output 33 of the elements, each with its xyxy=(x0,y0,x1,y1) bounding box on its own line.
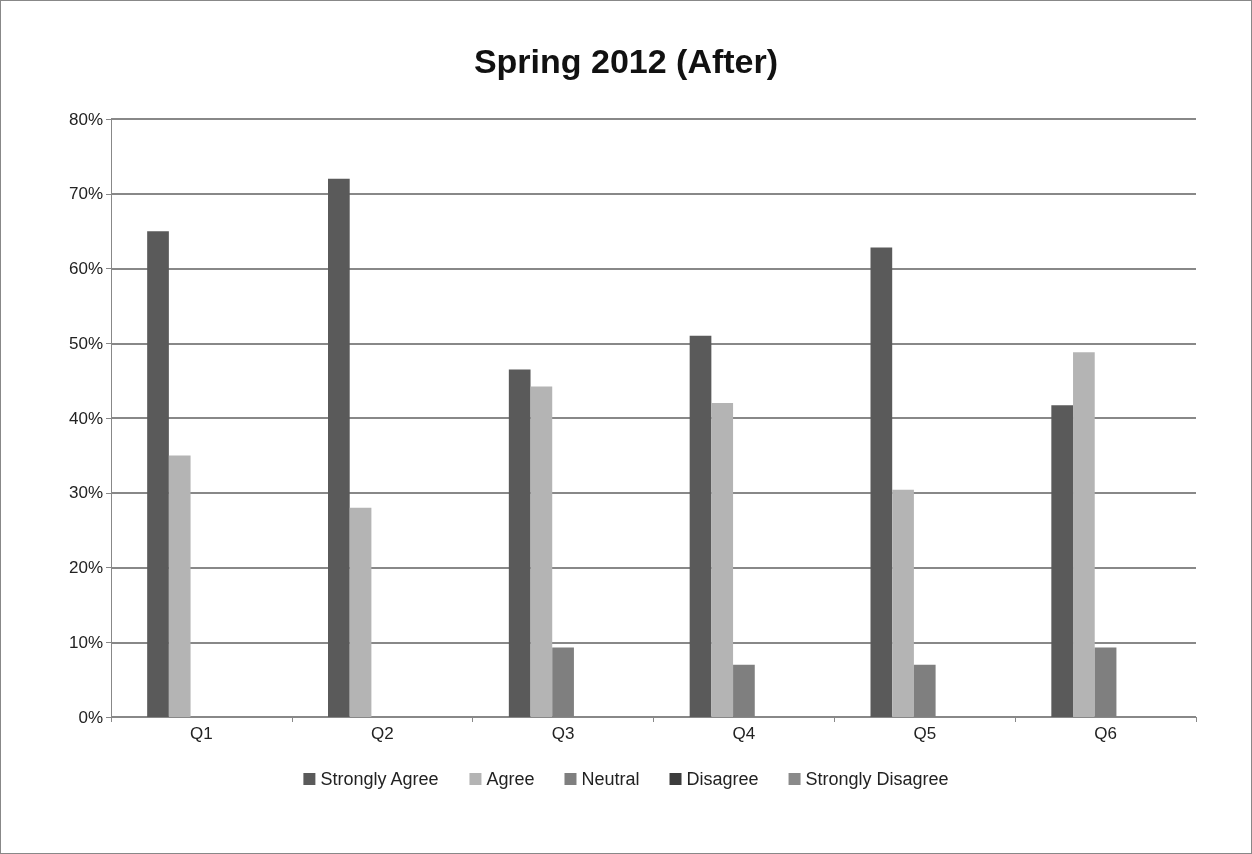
y-tick-label: 20% xyxy=(68,558,103,577)
bar xyxy=(328,178,350,717)
x-tick-label: Q4 xyxy=(732,724,756,743)
bar xyxy=(711,403,734,717)
x-tick-label: Q2 xyxy=(370,724,394,743)
bar xyxy=(508,369,531,717)
bar xyxy=(1051,405,1074,717)
bar xyxy=(147,231,169,717)
y-tick-label: 10% xyxy=(68,632,103,652)
x-tick-label: Q5 xyxy=(913,724,937,743)
x-tick-label: Q3 xyxy=(551,724,575,743)
y-tick-label: 50% xyxy=(68,333,103,353)
bar xyxy=(349,507,372,717)
legend-label: Strongly Agree xyxy=(320,769,439,789)
y-tick-label: 40% xyxy=(68,408,103,428)
bar xyxy=(1073,352,1095,717)
bar xyxy=(870,247,893,717)
x-tick-label: Q1 xyxy=(190,724,213,743)
y-tick-label: 0% xyxy=(78,707,103,727)
x-tick-label: Q6 xyxy=(1094,724,1117,743)
y-tick-label: 80% xyxy=(68,109,103,129)
y-tick-label: 60% xyxy=(68,259,103,278)
bar xyxy=(530,386,553,717)
legend-label: Agree xyxy=(486,769,535,789)
y-tick-label: 70% xyxy=(68,184,103,204)
bar xyxy=(689,335,712,717)
legend-label: Disagree xyxy=(686,769,759,789)
legend-label: Strongly Disagree xyxy=(805,769,949,789)
chart-title: Spring 2012 (After) xyxy=(473,42,779,80)
bar xyxy=(892,489,914,717)
bar xyxy=(168,455,191,717)
legend-label: Neutral xyxy=(581,769,640,789)
y-tick-label: 30% xyxy=(68,483,103,503)
